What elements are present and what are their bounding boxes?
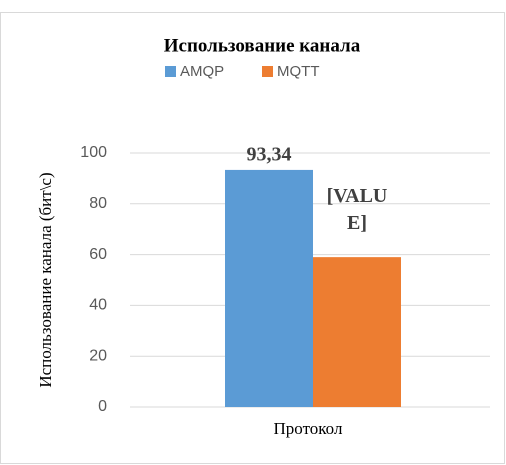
bar bbox=[225, 169, 313, 407]
y-tick-label: 100 bbox=[80, 144, 107, 161]
data-label-box: [VALUE] bbox=[326, 185, 388, 235]
legend-swatch bbox=[262, 66, 273, 77]
chart-title: Использование канала bbox=[164, 35, 361, 56]
legend-label: AMQP bbox=[180, 63, 224, 80]
y-tick-label: 20 bbox=[89, 347, 107, 364]
data-label: [VALUE] bbox=[326, 185, 388, 235]
y-tick-label: 80 bbox=[89, 195, 107, 212]
y-tick-label: 40 bbox=[89, 297, 107, 314]
legend-label: MQTT bbox=[277, 63, 320, 80]
y-axis-title: Использование канала (бит\с) bbox=[36, 172, 55, 387]
x-tick-label: Протокол bbox=[274, 419, 343, 438]
bar bbox=[313, 257, 401, 407]
y-tick-label: 0 bbox=[98, 398, 107, 415]
y-tick-label: 60 bbox=[89, 246, 107, 263]
data-label: 93,34 bbox=[247, 144, 292, 166]
legend-swatch bbox=[165, 66, 176, 77]
